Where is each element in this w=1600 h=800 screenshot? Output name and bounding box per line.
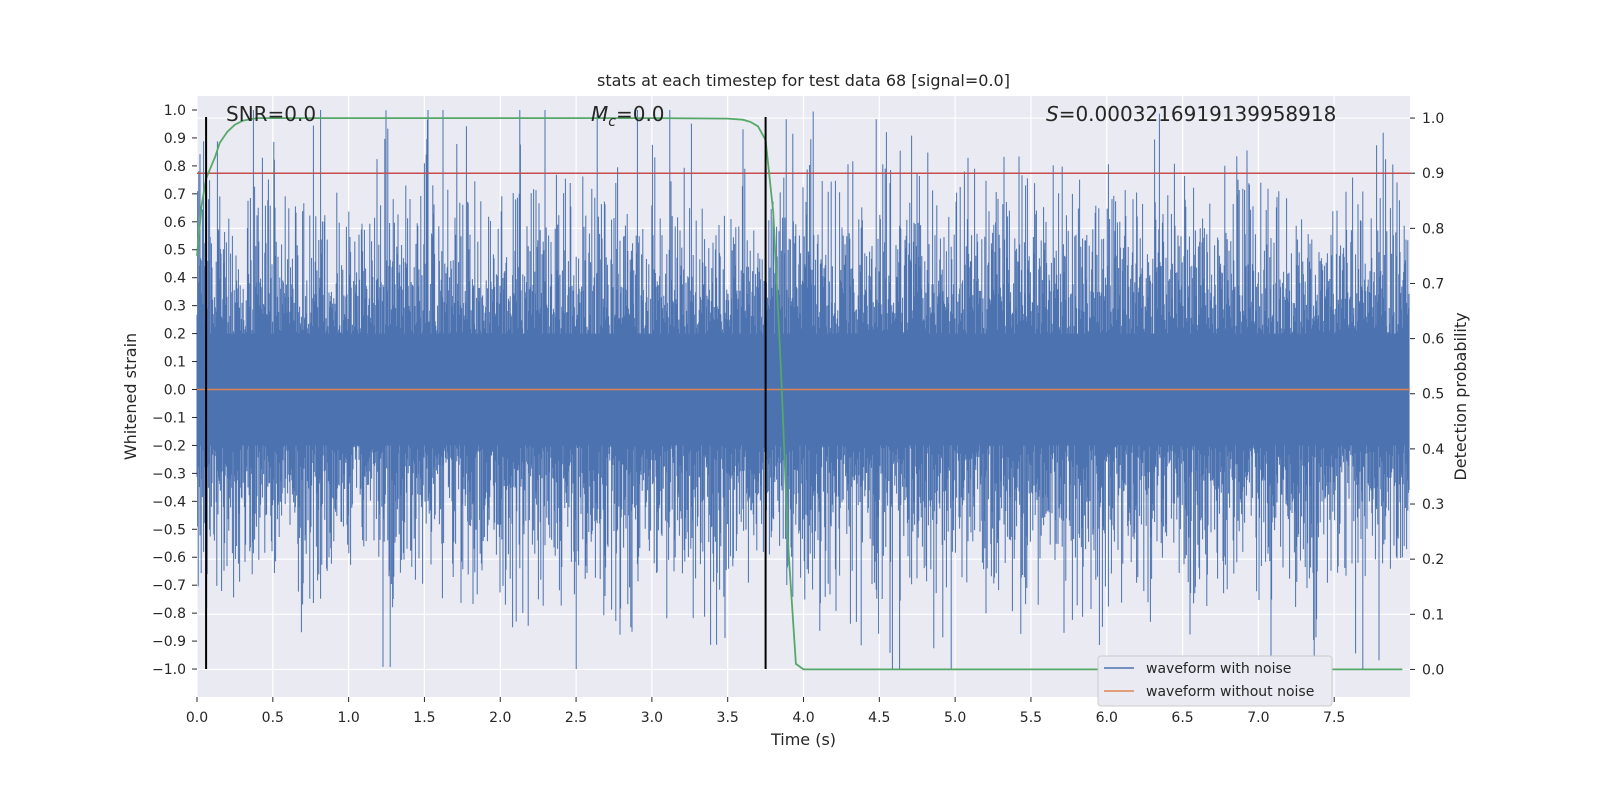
- y2-tick-label: 0.8: [1422, 221, 1444, 237]
- marks: [196, 116, 1410, 671]
- y2-tick-label: 0.1: [1422, 607, 1444, 623]
- y2-tick-label: 1.0: [1422, 111, 1444, 127]
- y-tick-label: 0.5: [164, 243, 186, 259]
- mc-annotation: Mc=0.0: [591, 102, 665, 130]
- y-tick-label: 0.9: [164, 131, 186, 147]
- y-tick-label: 0.4: [164, 271, 186, 287]
- x-tick-label: 3.0: [641, 710, 663, 726]
- y-axis-label: Whitened strain: [121, 333, 140, 460]
- x-tick-label: 6.0: [1096, 710, 1118, 726]
- y-tick-label: −0.3: [152, 466, 186, 482]
- y2-tick-label: 0.3: [1422, 497, 1444, 513]
- x-tick-label: 0.0: [186, 710, 208, 726]
- x-tick-label: 7.0: [1247, 710, 1269, 726]
- y-tick-label: −0.5: [152, 522, 186, 538]
- y-tick-label: 0.6: [164, 215, 186, 231]
- y2-tick-label: 0.7: [1422, 276, 1444, 292]
- y2-tick-label: 0.5: [1422, 387, 1444, 403]
- ticks: 0.0 0.5 1.0 1.5 2.0 2.5 3.0 3.5 4.0 4.5 5.0 5.5 6.0 6…: [152, 103, 1444, 726]
- noise-strokes: [196, 110, 1410, 669]
- y-tick-label: 0.3: [164, 299, 186, 315]
- chart-title: stats at each timestep for test data 68 …: [597, 71, 1010, 90]
- x-axis-label: Time (s): [770, 730, 836, 749]
- y2-tick-label: 0.2: [1422, 552, 1444, 568]
- y-tick-label: 1.0: [164, 103, 186, 119]
- y-tick-label: −0.9: [152, 634, 186, 650]
- x-tick-label: 1.5: [413, 710, 435, 726]
- x-tick-label: 6.5: [1171, 710, 1193, 726]
- y2-tick-label: 0.4: [1422, 442, 1444, 458]
- y-tick-label: −0.7: [152, 578, 186, 594]
- x-tick-label: 3.5: [717, 710, 739, 726]
- snr-annotation: SNR=0.0: [226, 102, 316, 126]
- y-tick-label: −1.0: [152, 662, 186, 678]
- y-tick-label: 0.1: [164, 355, 186, 371]
- x-tick-label: 7.5: [1323, 710, 1345, 726]
- legend-label-clean: waveform without noise: [1146, 684, 1314, 700]
- x-tick-label: 5.5: [1020, 710, 1042, 726]
- x-tick-label: 4.5: [868, 710, 890, 726]
- y-tick-label: −0.2: [152, 438, 186, 454]
- y-tick-label: 0.2: [164, 327, 186, 343]
- legend: waveform with noise waveform without noi…: [1097, 655, 1333, 707]
- x-tick-label: 2.0: [489, 710, 511, 726]
- x-tick-label: 5.0: [944, 710, 966, 726]
- y-tick-label: 0.0: [164, 383, 186, 399]
- y-tick-label: −0.1: [152, 410, 186, 426]
- y-tick-label: −0.8: [152, 606, 186, 622]
- legend-box: [1097, 655, 1333, 707]
- x-tick-label: 0.5: [262, 710, 284, 726]
- detection-probability-line: [196, 117, 1403, 671]
- s-annotation: S=0.0003216919139958918: [1046, 102, 1336, 126]
- y-tick-label: −0.4: [152, 494, 186, 510]
- y-tick-label: −0.6: [152, 550, 186, 566]
- x-tick-label: 4.0: [792, 710, 814, 726]
- y-tick-label: 0.8: [164, 159, 186, 175]
- y2-tick-label: 0.0: [1422, 662, 1444, 678]
- x-tick-label: 2.5: [565, 710, 587, 726]
- legend-label-noise: waveform with noise: [1146, 661, 1291, 677]
- y2-axis-label: Detection probability: [1451, 312, 1470, 480]
- y2-tick-label: 0.6: [1422, 332, 1444, 348]
- y-tick-label: 0.7: [164, 187, 186, 203]
- x-tick-label: 1.0: [337, 710, 359, 726]
- y2-tick-label: 0.9: [1422, 166, 1444, 182]
